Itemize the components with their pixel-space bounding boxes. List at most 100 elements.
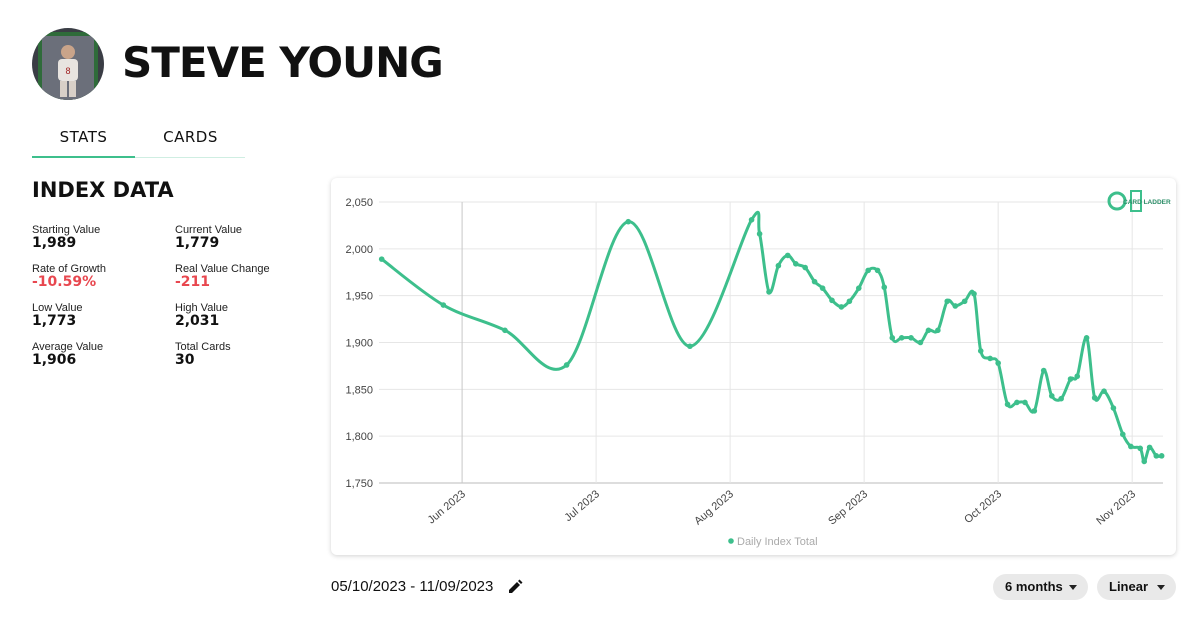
data-point [792,261,799,267]
x-tick-label: Nov 2023 [1094,488,1138,527]
data-point [1137,445,1144,452]
data-point [917,339,924,346]
stat-value: 1,773 [32,313,77,329]
stat-value: 30 [175,352,195,368]
y-tick-label: 1,900 [345,338,373,350]
stat: Average Value 1,906 [32,341,172,368]
x-tick-label: Jun 2023 [426,488,468,526]
data-point [995,360,1001,366]
x-tick-label: Oct 2023 [962,488,1004,526]
edit-icon[interactable] [507,579,523,595]
stat-label: Starting Value [32,224,101,236]
data-point [1128,443,1134,450]
data-point [838,304,845,310]
data-point [971,290,977,297]
stat-label: High Value [175,302,228,314]
data-point [865,267,871,274]
logo-text: CARD LADDER [1123,199,1171,206]
chart-card: 1,750 1,800 1,850 1,900 1,950 2,000 2,050 Jun 2… [331,178,1176,555]
x-tick-label: Jul 2023 [562,488,602,524]
logo: CARD LADDER [1107,190,1171,212]
stat-value: 2,031 [175,313,220,329]
tab-underline [32,156,135,158]
data-point [944,298,951,305]
y-tick-label: 1,850 [345,384,373,396]
data-point [748,216,755,223]
data-point [874,267,881,274]
data-point [908,335,914,341]
stat: Low Value 1,773 [32,302,172,329]
section-title: INDEX DATA [32,178,174,202]
legend-marker [728,538,734,544]
stat: Current Value 1,779 [175,224,315,251]
y-tick-label: 2,000 [345,244,373,256]
svg-text:8: 8 [65,66,70,76]
data-point [1110,405,1117,411]
stat-label: Rate of Growth [32,263,106,275]
stat-label: Total Cards [175,341,231,353]
data-point [855,285,862,291]
data-point [952,303,959,309]
date-range: 05/10/2023 - 11/09/2023 [331,578,494,595]
tab[interactable]: CARDS [163,128,218,146]
data-point [1146,444,1153,451]
data-point [1040,367,1047,374]
data-point [625,218,632,225]
stat-label: Average Value [32,341,104,353]
data-point [1091,394,1098,401]
data-point [935,327,941,334]
tab-rule [32,157,245,158]
data-point [889,335,896,341]
stat: Rate of Growth -10.59% [32,263,172,290]
data-point [829,297,835,304]
data-point [1119,431,1126,438]
stat-value: -211 [175,274,211,290]
data-point [440,302,447,308]
tab[interactable]: STATS [59,128,108,146]
data-point [898,335,905,341]
stat-label: Current Value [175,224,243,236]
stat: Real Value Change -211 [175,263,315,290]
data-point [961,298,968,305]
x-tick-label: Sep 2023 [826,488,870,527]
data-point [846,298,853,305]
stat: Total Cards 30 [175,341,315,368]
data-point [563,362,570,368]
scale-select[interactable]: Linear [1097,574,1176,600]
data-point [378,256,385,262]
chart: 1,750 1,800 1,850 1,900 1,950 2,000 2,050 Jun 2… [345,190,1171,548]
data-point [1048,393,1055,399]
series-line [380,210,1162,463]
data-point [977,348,984,354]
data-point [1022,399,1028,406]
y-tick-label: 2,050 [345,197,373,209]
data-point [502,327,508,334]
stat-value: 1,989 [32,235,77,251]
data-point [775,262,782,269]
data-point [802,264,808,271]
data-point [811,278,818,285]
period-select[interactable]: 6 months [993,574,1088,600]
data-point [987,355,993,362]
data-point [1004,401,1011,408]
data-point [687,343,693,350]
data-point [1083,335,1090,341]
data-point [1158,453,1165,459]
x-tick-label: Aug 2023 [692,488,736,527]
data-point [1067,376,1074,382]
data-point [1031,408,1038,414]
avatar: 8 [32,28,104,100]
data-point [819,285,826,291]
stat-value: -10.59% [32,274,97,290]
data-point [766,289,772,295]
y-tick-label: 1,750 [345,478,373,490]
data-point [1074,373,1081,380]
y-tick-label: 1,800 [345,431,373,443]
stat: High Value 2,031 [175,302,315,329]
stat-label: Low Value [32,302,83,314]
legend-label: Daily Index Total [737,536,818,548]
logo-mark [1107,191,1127,211]
stat: Starting Value 1,989 [32,224,172,251]
